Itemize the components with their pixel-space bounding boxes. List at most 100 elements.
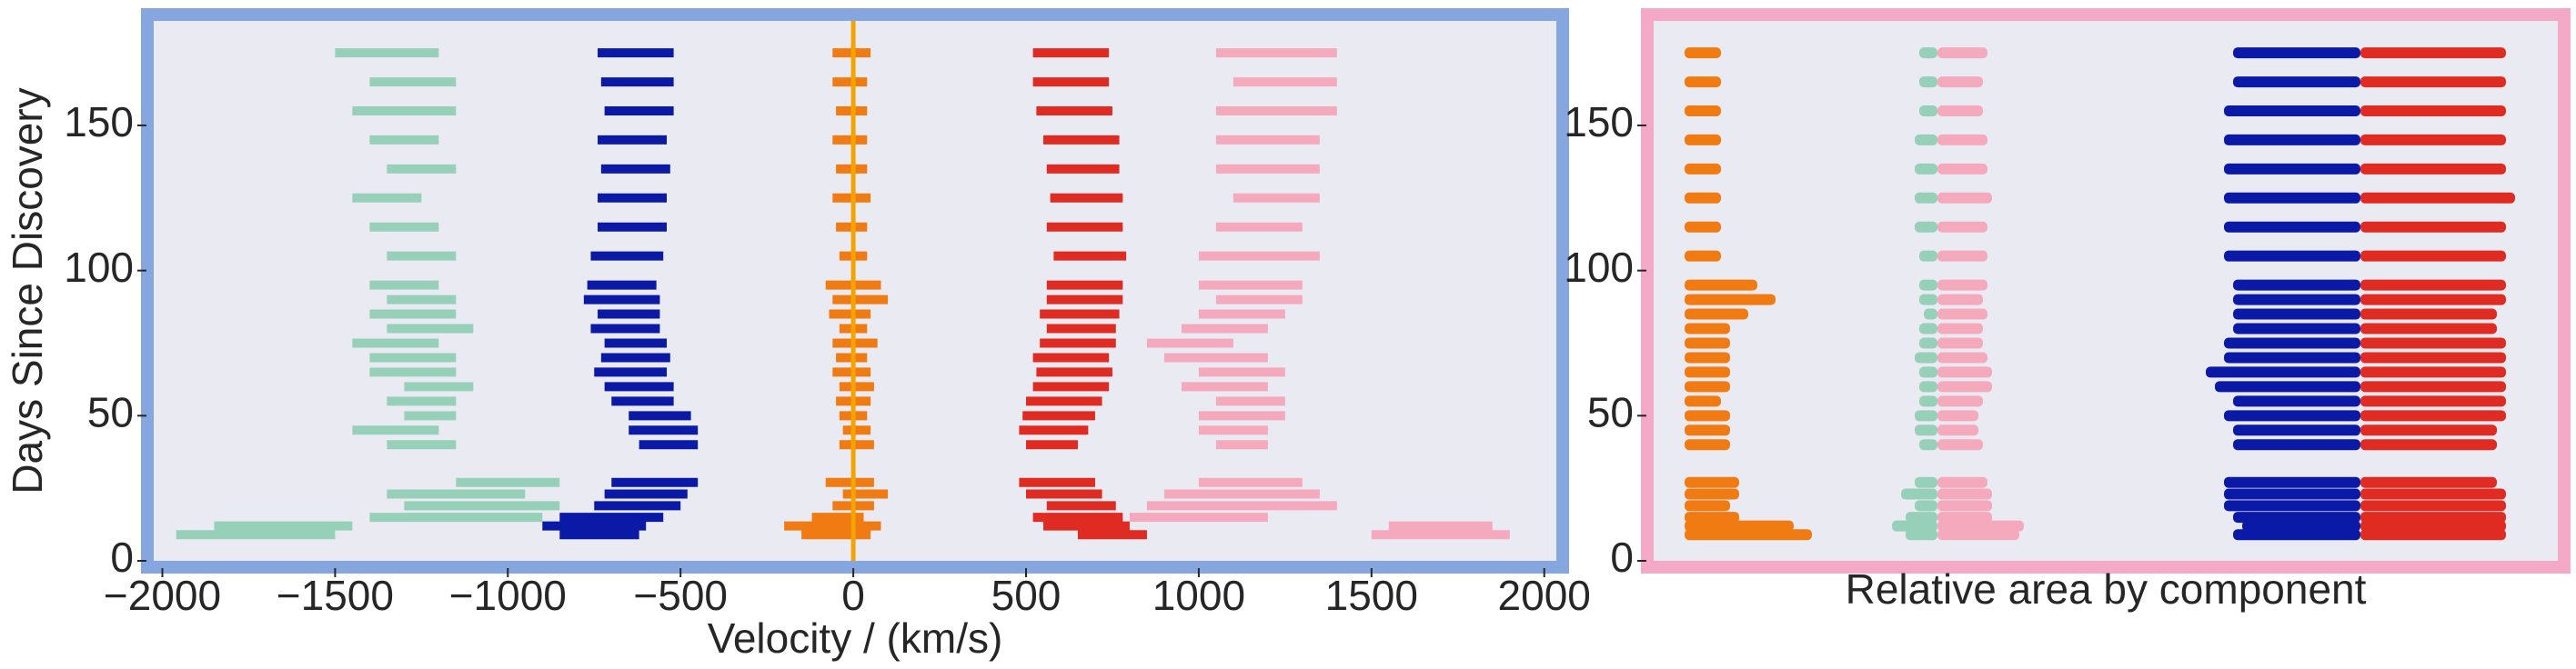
- area-bar: [2224, 163, 2360, 175]
- area-bar: [1919, 381, 1937, 393]
- area-bar: [2360, 529, 2506, 541]
- area-bar: [1685, 337, 1730, 349]
- area-bar: [2233, 308, 2360, 320]
- area-bar: [2360, 381, 2506, 393]
- area-bar: [2360, 366, 2506, 378]
- area-bar: [2233, 294, 2360, 305]
- area-bar: [1937, 250, 1987, 262]
- area-bar: [1937, 47, 1987, 59]
- area-bar: [1937, 352, 1987, 364]
- area-bar: [2360, 76, 2506, 88]
- area-bar: [2233, 47, 2360, 59]
- area-bar: [1685, 323, 1730, 334]
- area-bar: [1685, 500, 1730, 512]
- area-bar: [1892, 520, 1937, 532]
- area-bar: [2360, 488, 2506, 500]
- area-bar: [2224, 221, 2360, 233]
- x-tick-label: −500: [633, 572, 728, 619]
- area-bar: [1685, 308, 1748, 320]
- x-axis-label: Relative area by component: [1846, 565, 2367, 613]
- area-bar: [1685, 105, 1721, 116]
- area-bar: [1685, 366, 1730, 378]
- area-bar: [1919, 337, 1937, 349]
- area-bar: [2224, 500, 2360, 512]
- x-tick-label: −2000: [104, 572, 221, 619]
- area-bar: [1915, 424, 1937, 436]
- area-bar: [2233, 323, 2360, 334]
- area-bar: [2224, 352, 2360, 364]
- area-bar: [1937, 76, 1983, 88]
- area-bar: [1937, 500, 1992, 512]
- area-bar: [1915, 192, 1937, 204]
- y-tick-label: 50: [87, 388, 134, 435]
- area-bar: [2360, 192, 2515, 204]
- area-bar: [2233, 76, 2360, 88]
- x-axis-label: Velocity / (km/s): [708, 614, 1003, 662]
- area-bar: [1685, 410, 1730, 422]
- area-bar: [1937, 366, 1992, 378]
- area-bar: [1906, 512, 1937, 524]
- area-bar: [1915, 410, 1937, 422]
- area-bar: [1901, 488, 1937, 500]
- area-bar: [2233, 439, 2360, 451]
- area-bar: [1685, 163, 1721, 175]
- area-bar: [1937, 476, 1987, 488]
- area-bar: [1937, 323, 1983, 334]
- area-bar: [1919, 279, 1937, 291]
- area-bar: [2360, 221, 2506, 233]
- area-bar: [2360, 308, 2497, 320]
- x-tick-label: 1000: [1152, 572, 1245, 619]
- area-bar: [2224, 410, 2360, 422]
- x-tick-label: 2000: [1498, 572, 1591, 619]
- area-bar: [2215, 381, 2360, 393]
- area-bar: [2360, 500, 2506, 512]
- area-bar: [1919, 294, 1937, 305]
- area-bar: [2360, 395, 2506, 407]
- area-bar: [1685, 424, 1730, 436]
- area-bar: [2224, 250, 2360, 262]
- area-bar: [1915, 221, 1937, 233]
- area-bar: [1919, 105, 1937, 116]
- area-bar: [1685, 520, 1794, 532]
- area-bar: [1924, 308, 1937, 320]
- y-tick-label: 100: [1564, 244, 1634, 291]
- area-bar: [1937, 294, 1983, 305]
- y-tick-label: 50: [1587, 388, 1634, 435]
- area-bar: [1685, 279, 1757, 291]
- area-bar: [1685, 476, 1739, 488]
- area-bar: [2233, 529, 2360, 541]
- area-bar: [1685, 47, 1721, 59]
- area-bar: [2360, 337, 2506, 349]
- area-bar: [2206, 366, 2360, 378]
- area-bar: [1685, 439, 1730, 451]
- area-bar: [1915, 163, 1937, 175]
- area-bar: [2224, 134, 2360, 145]
- area-bar: [1685, 76, 1721, 88]
- y-tick-label: 0: [110, 534, 134, 581]
- area-bar: [1906, 529, 1937, 541]
- area-bar: [2360, 520, 2506, 532]
- y-axis-label: Days Since Discovery: [4, 87, 51, 494]
- area-bar: [1937, 424, 1978, 436]
- area-bar: [1685, 294, 1776, 305]
- area-bar: [1919, 47, 1937, 59]
- x-tick-label: 0: [841, 572, 865, 619]
- area-bar: [2360, 323, 2497, 334]
- area-bar: [2224, 337, 2360, 349]
- area-bar: [1685, 512, 1739, 524]
- area-bar: [1937, 439, 1983, 451]
- area-bar: [1919, 439, 1937, 451]
- area-bar: [1685, 134, 1721, 145]
- x-tick-label: −1500: [277, 572, 394, 619]
- area-bar: [2360, 294, 2506, 305]
- area-bar: [2224, 105, 2360, 116]
- area-bar: [2360, 410, 2506, 422]
- area-bar: [2233, 279, 2360, 291]
- area-bar: [1937, 163, 1987, 175]
- area-bar: [2360, 163, 2506, 175]
- area-bar: [1685, 352, 1730, 364]
- area-bar: [2360, 250, 2506, 262]
- area-bar: [1915, 134, 1937, 145]
- x-tick-label: 500: [991, 572, 1062, 619]
